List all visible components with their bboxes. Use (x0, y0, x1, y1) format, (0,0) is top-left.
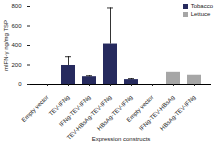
svg-text:Empty vector: Empty vector (21, 94, 50, 123)
svg-text:TEV-IFNg: TEV-IFNg (47, 94, 71, 117)
svg-text:Empty vector: Empty vector (125, 94, 155, 124)
svg-text:TEV-HBsAg-TEV-IFNg: TEV-HBsAg-TEV-IFNg (65, 94, 113, 142)
svg-text:0: 0 (18, 81, 22, 87)
html-text:Tobacco: Tobacco (190, 3, 213, 9)
html-text:Lettuce: Lettuce (190, 11, 211, 17)
svg-text:HBsAg-TEV-IFNg: HBsAg-TEV-IFNg (159, 94, 196, 131)
svg-text:600: 600 (11, 23, 22, 29)
svg-text:HBsAg-TEV-IFNg: HBsAg-TEV-IFNg (96, 94, 133, 131)
svg-text:IFNg-TEV-IFNg: IFNg-TEV-IFNg (58, 94, 92, 128)
svg-text:200: 200 (11, 62, 22, 68)
svg-text:800: 800 (11, 3, 22, 9)
svg-text:mIFN-γ ng/mg TSP: mIFN-γ ng/mg TSP (3, 20, 9, 71)
svg-text:Expression constructs: Expression constructs (92, 136, 151, 142)
svg-text:400: 400 (11, 42, 22, 48)
svg-text:IFNg-TEV-HBsAg: IFNg-TEV-HBsAg (138, 94, 175, 131)
